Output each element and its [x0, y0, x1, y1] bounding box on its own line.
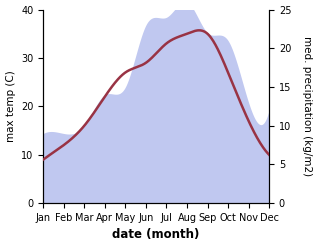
X-axis label: date (month): date (month) [113, 228, 200, 242]
Y-axis label: max temp (C): max temp (C) [5, 70, 16, 142]
Y-axis label: med. precipitation (kg/m2): med. precipitation (kg/m2) [302, 36, 313, 176]
